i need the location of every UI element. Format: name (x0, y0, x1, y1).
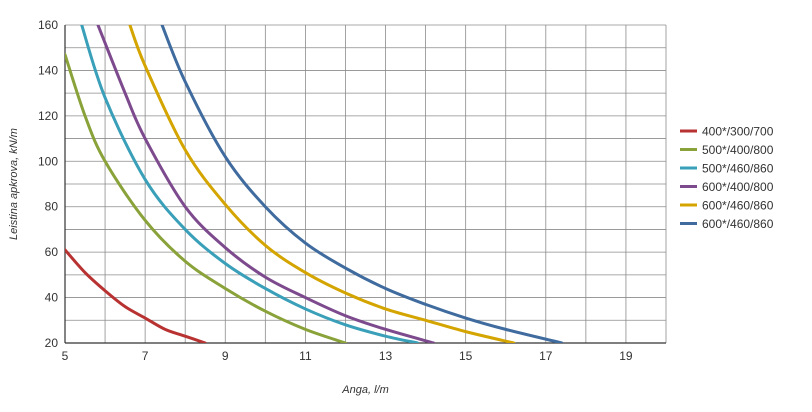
y-tick-label: 100 (38, 154, 58, 168)
y-tick-label: 160 (38, 18, 58, 32)
y-tick-label: 140 (38, 63, 58, 77)
y-tick-label: 40 (45, 291, 59, 305)
series-line-3 (80, 25, 420, 343)
legend-label: 600*/460/860 (702, 199, 774, 213)
x-tick-labels: 5 7 9 11 13 15 17 19 (62, 349, 633, 363)
legend-label: 500*/460/860 (702, 162, 774, 176)
y-tick-labels: 20 40 60 80 100 120 140 160 (38, 18, 58, 350)
x-tick-label: 11 (299, 349, 312, 363)
legend: 400*/300/700 500*/400/800 500*/460/860 600*… (680, 125, 774, 231)
legend-label: 600*/400/800 (702, 180, 774, 194)
series-line-1 (65, 248, 207, 343)
series-line-4 (96, 25, 436, 343)
x-tick-label: 13 (379, 349, 393, 363)
x-tick-label: 9 (222, 349, 229, 363)
y-tick-label: 20 (45, 336, 59, 350)
series-line-2 (65, 53, 347, 343)
x-tick-label: 7 (142, 349, 149, 363)
grid (64, 24, 667, 344)
y-tick-label: 80 (45, 200, 59, 214)
x-tick-label: 5 (62, 349, 69, 363)
series-line-6 (160, 25, 564, 343)
legend-label: 500*/400/800 (702, 143, 774, 157)
x-tick-label: 19 (619, 349, 633, 363)
legend-label: 400*/300/700 (702, 125, 774, 139)
x-axis-title: Anga, l/m (341, 384, 388, 396)
legend-label: 600*/460/860 (702, 217, 774, 231)
y-tick-label: 60 (45, 245, 59, 259)
series-lines (65, 25, 564, 343)
x-tick-label: 17 (539, 349, 553, 363)
y-tick-label: 120 (38, 109, 58, 123)
y-axis-title: Leistina apkrova, kN/m (8, 128, 20, 240)
x-tick-label: 15 (459, 349, 473, 363)
series-line-5 (128, 25, 516, 343)
axes (64, 25, 666, 344)
